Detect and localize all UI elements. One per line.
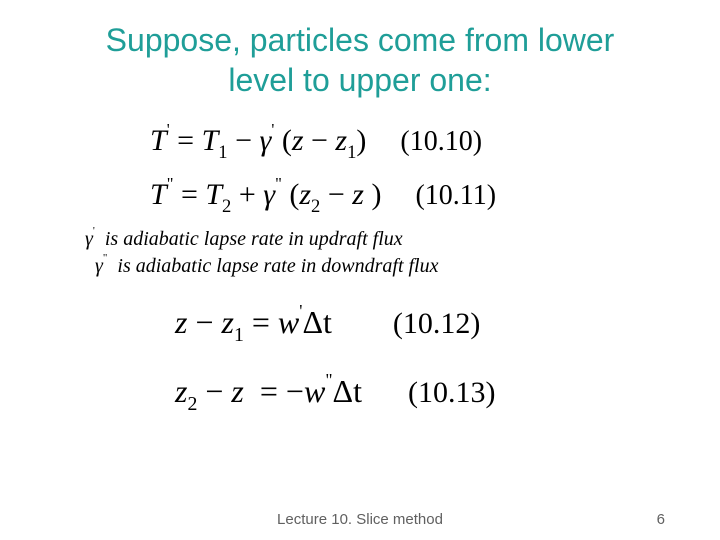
note-gamma-prime: γ' is adiabatic lapse rate in updraft fl…: [85, 226, 680, 253]
eq-number-10-12: (10.12): [393, 297, 480, 351]
equation-10-13: z2 − z = −w"Δt (10.13): [175, 363, 680, 422]
equation-block-1: T' = T1 − γ' (z − z1) (10.10) T" = T2 + …: [150, 118, 680, 226]
slide-title: Suppose, particles come from lower level…: [40, 20, 680, 100]
eq-number-10-13: (10.13): [408, 366, 495, 420]
title-line-2: level to upper one:: [228, 62, 491, 98]
equation-10-10: T' = T1 − γ' (z − z1) (10.10): [150, 118, 680, 166]
equation-10-12: z − z1 = w'Δt (10.12): [175, 294, 680, 353]
page-number: 6: [657, 511, 665, 528]
footer-text: Lecture 10. Slice method: [0, 511, 720, 528]
eq-number-10-10: (10.10): [400, 121, 482, 163]
equation-block-2: z − z1 = w'Δt (10.12) z2 − z = −w"Δt (10…: [175, 294, 680, 432]
eq-number-10-11: (10.11): [415, 175, 496, 217]
title-line-1: Suppose, particles come from lower: [106, 22, 615, 58]
equation-10-11: T" = T2 + γ" (z2 − z ) (10.11): [150, 172, 680, 220]
note-gamma-double-prime: γ" is adiabatic lapse rate in downdraft …: [95, 253, 680, 280]
slide: Suppose, particles come from lower level…: [0, 0, 720, 540]
